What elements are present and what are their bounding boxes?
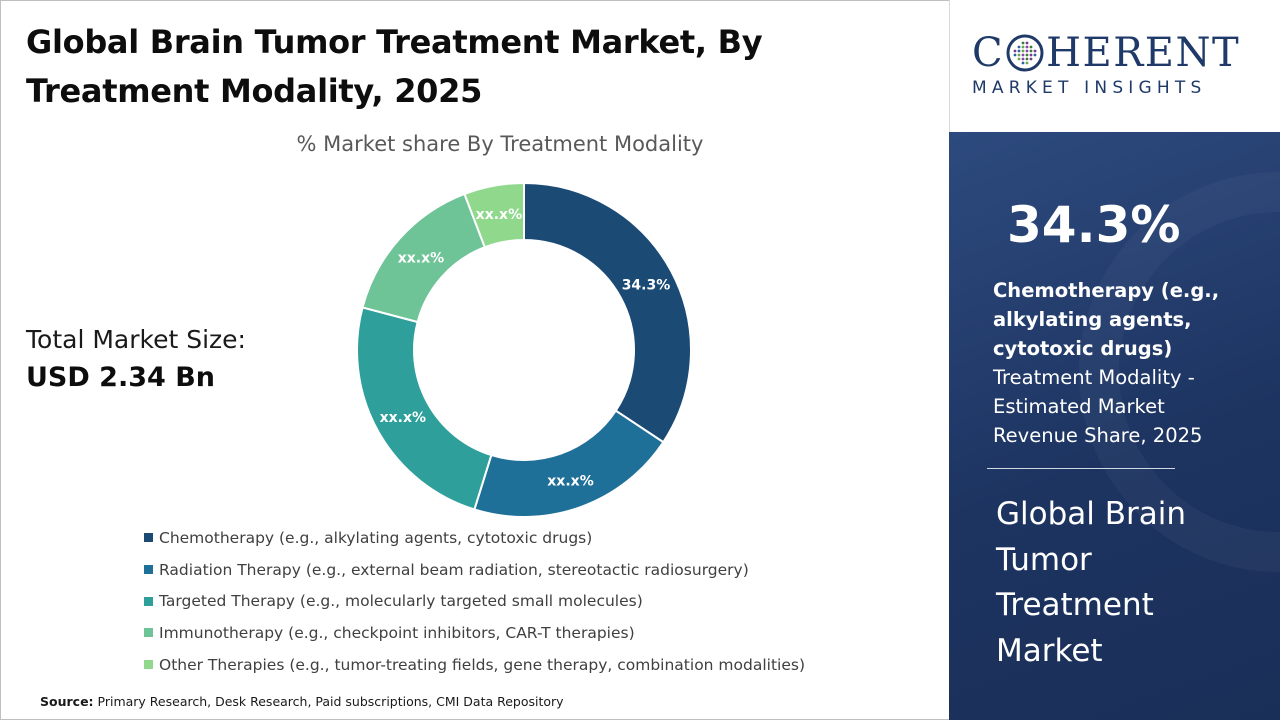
legend-label: Targeted Therapy (e.g., molecularly targ… — [159, 592, 643, 611]
donut-slice-5 — [463, 181, 525, 249]
chart-title: % Market share By Treatment Modality — [296, 132, 704, 156]
highlight-segment-name: Chemotherapy (e.g., alkylating agents, c… — [993, 279, 1220, 360]
legend-swatch — [144, 596, 153, 606]
title-line-1: Global Brain Tumor Treatment Market, By — [26, 23, 763, 61]
total-market-value: USD 2.34 Bn — [26, 362, 215, 393]
panel-divider — [987, 468, 1175, 469]
legend-swatch — [144, 565, 153, 575]
market-name: Global Brain Tumor Treatment Market — [996, 496, 1187, 669]
slice-label-1: 34.3% — [622, 277, 671, 293]
donut-slice-2 — [473, 409, 665, 518]
donut-slice-3 — [356, 306, 493, 511]
logo-area: C HERENT MARKET INSIGHTS — [949, 0, 1280, 132]
legend-label: Chemotherapy (e.g., alkylating agents, c… — [159, 528, 593, 547]
chart-legend: Chemotherapy (e.g., alkylating agents, c… — [144, 522, 805, 680]
donut-chart: 34.3% xx.x% xx.x% xx.x% xx.x% — [356, 181, 692, 518]
slice-label-2: xx.x% — [547, 473, 593, 489]
legend-swatch — [144, 628, 153, 638]
page-title: Global Brain Tumor Treatment Market, By … — [26, 18, 926, 116]
slice-label-5: xx.x% — [476, 207, 522, 223]
legend-item-1: Chemotherapy (e.g., alkylating agents, c… — [144, 522, 805, 554]
legend-swatch — [144, 660, 153, 670]
legend-swatch — [144, 533, 153, 543]
highlight-percentage: 34.3% — [1007, 196, 1181, 254]
total-market-label: Total Market Size: — [26, 325, 246, 354]
logo-tagline: MARKET INSIGHTS — [972, 78, 1207, 98]
donut-slice-1 — [523, 181, 692, 444]
logo-letter-c: C — [972, 30, 1005, 76]
source-label: Source: — [40, 694, 94, 709]
legend-item-5: Other Therapies (e.g., tumor-treating fi… — [144, 649, 805, 681]
title-line-2: Treatment Modality, 2025 — [26, 72, 483, 110]
legend-label: Other Therapies (e.g., tumor-treating fi… — [159, 655, 805, 674]
legend-item-4: Immunotherapy (e.g., checkpoint inhibito… — [144, 617, 805, 649]
source-text: Primary Research, Desk Research, Paid su… — [93, 694, 564, 709]
logo-letters-herent: HERENT — [1046, 30, 1241, 76]
legend-label: Immunotherapy (e.g., checkpoint inhibito… — [159, 623, 635, 642]
slice-label-3: xx.x% — [380, 410, 426, 426]
highlight-description: Treatment Modality - Estimated Market Re… — [993, 366, 1203, 447]
globe-dots-icon — [1006, 34, 1044, 72]
slice-label-4: xx.x% — [398, 250, 444, 266]
highlight-panel: 34.3% Chemotherapy (e.g., alkylating age… — [949, 132, 1280, 720]
legend-label: Radiation Therapy (e.g., external beam r… — [159, 560, 749, 579]
legend-item-2: Radiation Therapy (e.g., external beam r… — [144, 554, 805, 586]
source-note: Source: Primary Research, Desk Research,… — [40, 694, 564, 709]
legend-item-3: Targeted Therapy (e.g., molecularly targ… — [144, 585, 805, 617]
company-logo: C HERENT — [972, 30, 1240, 76]
